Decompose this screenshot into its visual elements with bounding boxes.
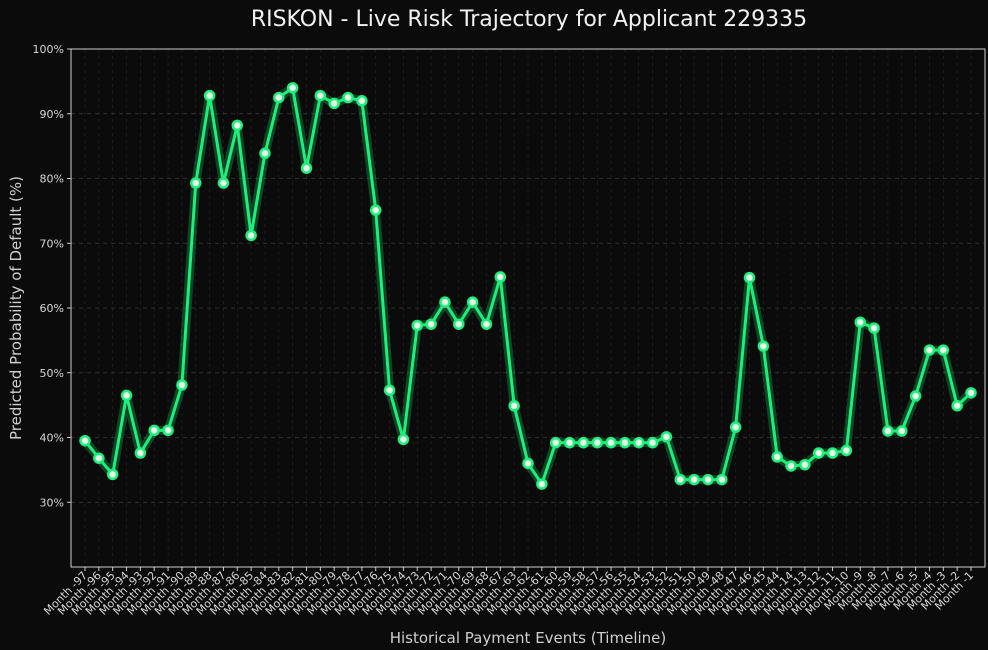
data-point: [826, 447, 839, 459]
data-point: [965, 387, 977, 399]
data-point: [162, 424, 174, 437]
data-point: [439, 296, 451, 308]
data-point: [453, 318, 465, 330]
data-point: [563, 436, 576, 449]
data-point: [909, 390, 922, 402]
data-point: [619, 436, 631, 449]
data-point: [411, 319, 423, 332]
data-point: [120, 389, 133, 402]
data-point: [716, 473, 728, 486]
data-point: [854, 316, 866, 328]
data-point: [757, 340, 770, 352]
x-axis-label: Historical Payment Events (Timeline): [390, 629, 667, 647]
data-point: [743, 271, 756, 284]
data-point: [245, 229, 257, 242]
series: [79, 82, 977, 490]
y-axis-label: Predicted Probability of Default (%): [7, 176, 25, 440]
data-point: [356, 95, 368, 107]
data-point: [923, 344, 936, 356]
data-point: [937, 344, 950, 356]
data-point: [896, 425, 908, 437]
data-point: [231, 119, 244, 132]
data-point: [217, 177, 230, 189]
data-point: [688, 473, 700, 486]
data-point: [176, 379, 188, 391]
data-point: [79, 434, 91, 447]
y-tick-label: 80%: [40, 173, 64, 186]
data-point: [93, 452, 105, 464]
data-point: [729, 421, 742, 433]
data-point: [840, 444, 853, 457]
data-point: [286, 82, 299, 94]
data-point: [785, 460, 797, 472]
data-point: [148, 424, 160, 437]
data-point: [314, 89, 327, 102]
y-tick-label: 30%: [40, 496, 64, 509]
data-point: [646, 436, 659, 449]
data-point: [812, 447, 825, 459]
data-point: [369, 204, 382, 216]
data-point: [134, 447, 147, 459]
y-axis-ticks: 30% 40% 50% 60% 70% 80% 90% 100%: [33, 43, 71, 509]
y-tick-label: 60%: [40, 302, 64, 315]
data-point: [868, 322, 880, 334]
data-point: [106, 468, 119, 481]
data-point: [591, 436, 603, 449]
y-tick-label: 100%: [33, 43, 64, 56]
data-point: [190, 177, 202, 189]
y-tick-label: 50%: [40, 367, 64, 380]
plot-frame: [70, 48, 986, 568]
y-tick-label: 90%: [40, 108, 64, 121]
data-point: [605, 436, 617, 449]
data-point: [660, 431, 673, 443]
data-point: [951, 400, 963, 412]
chart-title: RISKON - Live Risk Trajectory for Applic…: [251, 7, 807, 32]
data-point: [702, 473, 714, 486]
data-point: [480, 318, 493, 330]
data-point: [328, 97, 340, 110]
data-point: [522, 457, 534, 470]
data-point: [882, 425, 894, 437]
data-point: [300, 162, 313, 174]
data-point: [342, 91, 354, 104]
data-point: [259, 147, 271, 159]
data-point: [203, 89, 216, 102]
data-point: [494, 271, 507, 283]
data-point: [397, 433, 410, 446]
data-point: [536, 478, 548, 490]
data-point: [577, 436, 590, 449]
data-point: [771, 451, 783, 463]
data-point: [273, 91, 285, 104]
y-tick-label: 70%: [40, 237, 64, 250]
y-tick-label: 40%: [40, 432, 64, 445]
data-point: [549, 436, 562, 449]
data-point: [799, 458, 811, 471]
data-point: [383, 384, 396, 396]
data-point: [466, 296, 479, 308]
data-point: [425, 318, 437, 330]
data-point: [633, 436, 645, 449]
data-point: [674, 473, 687, 486]
data-point: [508, 400, 520, 412]
